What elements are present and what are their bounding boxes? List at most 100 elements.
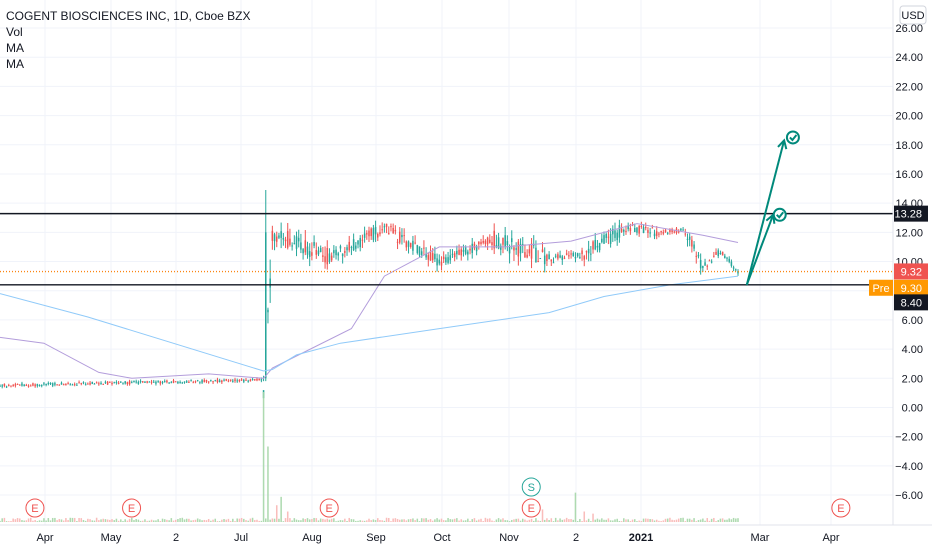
volume-bar xyxy=(293,518,296,522)
candle xyxy=(260,379,263,381)
volume-bar xyxy=(124,519,126,522)
arrow-head xyxy=(777,138,788,150)
split-marker[interactable] xyxy=(521,477,541,497)
volume-bar xyxy=(258,520,260,522)
candle xyxy=(344,251,346,253)
candle xyxy=(236,380,238,382)
volume-bar xyxy=(251,517,254,522)
candle xyxy=(732,267,735,269)
volume-bar xyxy=(131,517,133,522)
candle xyxy=(418,246,421,256)
candle xyxy=(559,255,561,258)
volume-bar xyxy=(12,518,14,522)
earnings-marker[interactable] xyxy=(831,498,851,518)
volume-bar xyxy=(40,520,43,522)
volume-bar xyxy=(662,520,665,522)
candle xyxy=(372,227,375,240)
candle xyxy=(407,241,410,247)
candle xyxy=(168,382,170,384)
volume-bar xyxy=(581,521,583,522)
volume-bar xyxy=(120,519,122,522)
candle xyxy=(383,226,386,228)
earnings-marker[interactable] xyxy=(122,498,142,518)
earnings-marker[interactable] xyxy=(25,498,45,518)
candle xyxy=(302,249,304,254)
volume-bar xyxy=(91,520,94,522)
candle xyxy=(227,380,230,382)
candle xyxy=(117,382,120,385)
volume-bar xyxy=(196,518,199,522)
volume-bar xyxy=(93,520,96,522)
candle xyxy=(357,240,359,245)
volume-bar xyxy=(236,518,238,522)
x-tick-label: 2 xyxy=(173,532,179,544)
candle xyxy=(537,260,539,262)
volume-bar xyxy=(300,520,302,522)
volume-bar xyxy=(625,519,627,522)
candle xyxy=(728,258,730,262)
earnings-marker[interactable] xyxy=(521,498,541,518)
candle xyxy=(442,256,445,260)
candle xyxy=(671,228,673,233)
candle xyxy=(587,248,590,254)
candle xyxy=(337,253,340,256)
candle xyxy=(76,384,78,386)
candle xyxy=(715,251,717,255)
earnings-marker[interactable] xyxy=(319,498,339,518)
candle xyxy=(524,252,526,258)
volume-bar xyxy=(684,521,687,522)
candle xyxy=(152,381,155,383)
volume-bar xyxy=(491,520,493,522)
candle xyxy=(684,233,687,235)
candle xyxy=(273,234,276,242)
candle xyxy=(735,269,737,271)
candle xyxy=(651,227,654,229)
candle xyxy=(128,381,131,385)
premarket-badge-label: 9.30 xyxy=(901,283,922,295)
candle xyxy=(139,380,142,382)
candle xyxy=(293,243,296,245)
candle xyxy=(530,243,533,259)
candle xyxy=(686,238,689,240)
candle xyxy=(548,254,550,260)
volume-bar xyxy=(34,520,36,522)
volume-bar xyxy=(719,518,722,522)
candle xyxy=(423,247,425,249)
candle xyxy=(552,262,555,264)
volume-bar xyxy=(671,519,673,522)
candle xyxy=(355,245,357,249)
volume-bar xyxy=(453,518,456,522)
volume-bar xyxy=(541,509,544,522)
volume-bar xyxy=(62,520,65,522)
candle xyxy=(563,257,566,259)
volume-bar xyxy=(713,517,715,522)
volume-bar xyxy=(412,518,414,522)
volume-bar xyxy=(199,519,201,522)
candle xyxy=(87,383,89,385)
volume-bar xyxy=(504,520,506,522)
volume-bar xyxy=(469,521,471,522)
volume-bar xyxy=(260,520,263,522)
candle xyxy=(583,256,586,260)
check-icon xyxy=(772,207,787,222)
candle xyxy=(467,251,469,255)
candle xyxy=(627,225,629,230)
candle xyxy=(385,223,388,227)
volume-bar xyxy=(664,518,667,522)
candle xyxy=(256,378,258,381)
volume-bar xyxy=(256,519,258,522)
volume-bar xyxy=(434,519,436,522)
candle xyxy=(350,246,353,248)
candle xyxy=(330,255,333,261)
volume-bar xyxy=(563,519,566,522)
candle xyxy=(392,227,394,234)
level-badge-high-label: 13.28 xyxy=(894,209,922,221)
volume-bar xyxy=(188,518,190,522)
volume-bar xyxy=(115,518,118,522)
currency-button[interactable] xyxy=(899,5,927,25)
candle xyxy=(5,386,8,388)
candle xyxy=(137,381,140,384)
candle xyxy=(113,382,115,384)
volume-bar xyxy=(649,519,651,522)
